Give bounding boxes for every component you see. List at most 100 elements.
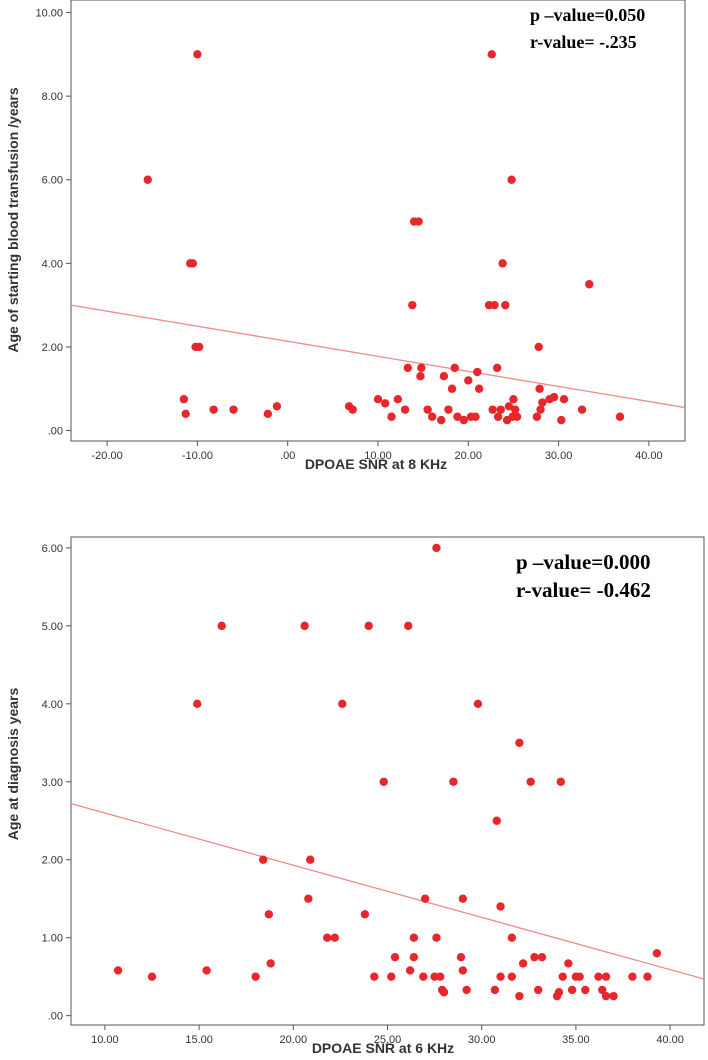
data-point <box>530 952 539 962</box>
data-point <box>496 972 505 981</box>
data-point <box>436 972 445 981</box>
data-point <box>471 412 480 421</box>
data-point <box>417 363 426 373</box>
data-point <box>628 972 637 981</box>
data-point <box>416 372 425 381</box>
data-point <box>557 415 566 425</box>
data-point <box>643 972 652 981</box>
x-tick-label: 10.00 <box>91 1034 119 1046</box>
data-point <box>532 412 542 421</box>
data-point <box>464 376 473 385</box>
data-point <box>474 384 484 393</box>
x-tick-label: 10.00 <box>364 450 392 462</box>
data-point <box>492 816 501 825</box>
x-axis-title: DPOAE SNR at 8 KHz <box>305 456 447 472</box>
data-point <box>266 959 275 968</box>
data-point <box>420 894 430 903</box>
data-point <box>507 175 516 184</box>
plot-frame <box>70 0 686 442</box>
data-point <box>113 966 123 975</box>
data-point <box>564 959 573 968</box>
data-point <box>575 972 584 981</box>
r-value-annotation: r-value= -.235 <box>530 32 637 52</box>
data-point <box>251 972 260 981</box>
data-point <box>493 412 503 421</box>
data-point <box>456 952 466 962</box>
data-point <box>408 300 417 310</box>
data-point <box>304 894 313 903</box>
data-point <box>405 966 415 975</box>
x-tick-label: 40.00 <box>635 450 663 462</box>
x-tick-label: 30.00 <box>468 1034 496 1046</box>
data-point <box>439 372 449 381</box>
data-point <box>202 966 211 975</box>
data-point <box>195 342 204 352</box>
y-tick-label: 8.00 <box>42 91 63 103</box>
x-tick-label: 20.00 <box>455 450 483 462</box>
data-point <box>427 412 437 421</box>
data-point <box>229 405 238 414</box>
x-tick-label: -20.00 <box>92 450 123 462</box>
x-tick-label: -10.00 <box>182 450 213 462</box>
data-point <box>444 405 453 414</box>
data-point <box>558 972 567 981</box>
y-tick-label: 6.00 <box>42 175 63 187</box>
data-point <box>453 412 462 421</box>
regression-line <box>70 802 705 980</box>
data-point <box>526 777 535 786</box>
data-point <box>473 699 483 709</box>
data-point <box>601 991 611 1001</box>
data-point <box>459 415 468 425</box>
data-point <box>437 415 446 425</box>
data-point <box>577 405 587 414</box>
data-point <box>306 855 315 864</box>
data-point <box>492 363 502 373</box>
y-tick-label: 4.00 <box>42 699 63 711</box>
data-point <box>258 855 268 864</box>
data-point <box>263 409 273 419</box>
data-point <box>414 217 423 226</box>
data-point <box>390 952 400 962</box>
data-point <box>403 363 412 373</box>
data-point <box>488 405 497 414</box>
data-point <box>534 342 543 352</box>
data-point <box>400 405 410 414</box>
data-point <box>188 259 198 268</box>
data-point <box>404 621 413 631</box>
data-point <box>450 363 459 373</box>
chart-dpoae-8khz: p –value=0.050 r-value= -.235 DPOAE SNR … <box>5 0 686 472</box>
y-axis-title: Age of starting blood transfusion /years <box>5 87 21 352</box>
y-tick-label: 10.00 <box>35 8 63 20</box>
data-point <box>490 985 500 995</box>
data-point <box>432 933 441 942</box>
data-point <box>373 394 383 404</box>
data-point <box>217 621 226 631</box>
data-point <box>515 991 524 1001</box>
data-point <box>419 972 428 981</box>
data-point <box>300 621 309 631</box>
y-tick-label: 4.00 <box>42 258 63 270</box>
data-point <box>490 300 499 310</box>
y-axis-title: Age at diagnosis years <box>5 688 21 841</box>
data-point <box>387 972 396 981</box>
x-tick-label: .00 <box>280 450 295 462</box>
data-point <box>496 902 505 911</box>
data-point <box>179 394 189 404</box>
data-point <box>364 621 373 631</box>
data-point <box>518 959 528 968</box>
data-point <box>323 933 332 942</box>
regression-line <box>70 304 686 409</box>
data-point <box>559 394 569 404</box>
data-point <box>209 405 218 414</box>
data-point <box>338 699 347 709</box>
data-point <box>515 738 524 748</box>
data-point <box>447 384 457 393</box>
data-point <box>458 894 468 903</box>
data-point <box>272 402 282 411</box>
data-point <box>538 398 547 407</box>
y-tick-label: 2.00 <box>42 342 63 354</box>
data-point <box>348 405 357 414</box>
data-point <box>504 402 514 411</box>
data-point <box>473 367 482 377</box>
data-point <box>193 50 202 59</box>
